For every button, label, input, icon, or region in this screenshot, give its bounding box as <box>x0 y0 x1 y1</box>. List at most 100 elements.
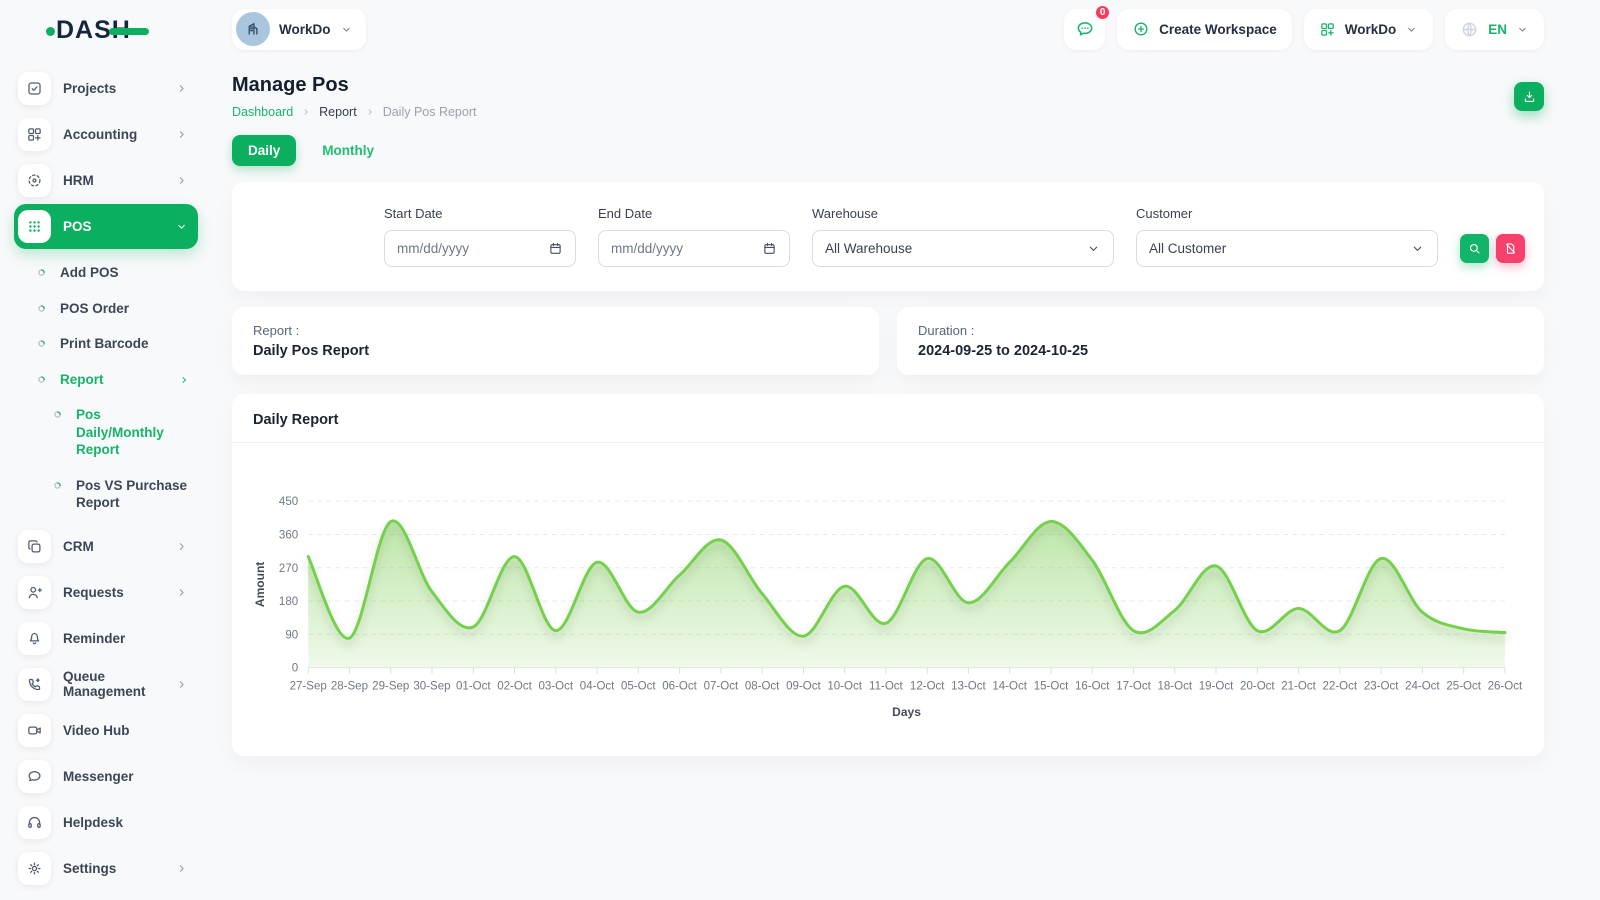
warehouse-select[interactable]: All Warehouse <box>812 230 1114 267</box>
breadcrumb-dashboard[interactable]: Dashboard <box>232 105 294 119</box>
chevron-down-icon <box>1410 241 1425 256</box>
workspace-name: WorkDo <box>279 21 331 37</box>
sidebar-item-print-barcode[interactable]: Print Barcode <box>14 326 198 362</box>
sidebar-item-label: Accounting <box>63 127 138 142</box>
svg-text:Amount: Amount <box>253 562 267 607</box>
sidebar-item-label: Add POS <box>60 265 119 280</box>
svg-text:08-Oct: 08-Oct <box>745 681 780 693</box>
breadcrumb-current: Daily Pos Report <box>382 105 477 119</box>
report-tabs: Daily Monthly <box>232 135 1544 166</box>
filter-buttons <box>1460 234 1525 263</box>
globe-icon <box>1460 20 1479 39</box>
svg-text:20-Oct: 20-Oct <box>1240 681 1275 693</box>
language-dropdown[interactable]: EN <box>1445 8 1544 50</box>
svg-text:14-Oct: 14-Oct <box>992 681 1027 693</box>
svg-text:450: 450 <box>279 496 298 508</box>
chevron-right-icon <box>301 107 311 117</box>
create-workspace-button[interactable]: Create Workspace <box>1117 8 1292 50</box>
bullet-icon <box>36 338 47 349</box>
sidebar-item-label: Projects <box>63 81 117 96</box>
chevron-down-icon <box>1405 23 1418 36</box>
svg-text:01-Oct: 01-Oct <box>456 681 491 693</box>
sidebar-item-pos-daily-monthly-report[interactable]: Pos Daily/Monthly Report <box>14 397 198 468</box>
svg-text:90: 90 <box>285 629 298 641</box>
svg-text:06-Oct: 06-Oct <box>662 681 697 693</box>
reset-button[interactable] <box>1496 234 1525 263</box>
chevron-right-icon <box>175 586 188 599</box>
main-content: WorkDo 0 Create Workspace WorkDo EN <box>208 0 1600 900</box>
sidebar-item-settings[interactable]: Settings <box>14 846 198 891</box>
sidebar-item-reminder[interactable]: Reminder <box>14 616 198 661</box>
file-slash-icon <box>1503 241 1518 256</box>
messages-button[interactable]: 0 <box>1064 3 1112 50</box>
sidebar-item-pos[interactable]: POS <box>14 204 198 249</box>
sidebar-item-messenger[interactable]: Messenger <box>14 754 198 799</box>
sidebar-item-requests[interactable]: Requests <box>14 570 198 615</box>
svg-text:270: 270 <box>279 563 298 575</box>
summary-cards: Report : Daily Pos Report Duration : 202… <box>232 307 1544 375</box>
sidebar-item-video-hub[interactable]: Video Hub <box>14 708 198 753</box>
svg-text:03-Oct: 03-Oct <box>538 681 573 693</box>
warehouse-value: All Warehouse <box>825 241 913 256</box>
chevron-right-icon <box>175 82 188 95</box>
calendar-icon <box>548 241 563 256</box>
sidebar-submenu: Add POS POS Order Print Barcode Report Pos D… <box>14 250 198 524</box>
tab-daily[interactable]: Daily <box>232 135 297 166</box>
messages-badge: 0 <box>1094 3 1112 21</box>
sidebar-item-report[interactable]: Report <box>14 362 198 398</box>
sidebar-item-label: CRM <box>63 538 94 554</box>
end-date-input[interactable]: mm/dd/yyyy <box>598 230 790 267</box>
target-icon <box>18 164 51 197</box>
dash-logo[interactable]: DASH <box>12 0 208 60</box>
sidebar-item-helpdesk[interactable]: Helpdesk <box>14 800 198 845</box>
sidebar-item-label: Pos Daily/Monthly Report <box>76 407 164 458</box>
warehouse-field: Warehouse All Warehouse <box>812 206 1114 267</box>
duration-card: Duration : 2024-09-25 to 2024-10-25 <box>897 307 1544 375</box>
start-date-input[interactable]: mm/dd/yyyy <box>384 230 576 267</box>
svg-text:29-Sep: 29-Sep <box>372 681 409 693</box>
grid-plus-icon <box>1319 21 1336 38</box>
sidebar-item-queue-management[interactable]: Queue Management <box>14 662 198 707</box>
dots-grid-icon <box>18 210 51 243</box>
end-date-field: End Date mm/dd/yyyy <box>598 206 790 267</box>
duration-value: 2024-09-25 to 2024-10-25 <box>918 343 1089 359</box>
sidebar-item-label: POS Order <box>60 300 130 316</box>
sidebar-item-pos-vs-purchase-report[interactable]: Pos VS Purchase Report <box>14 468 198 521</box>
sidebar-item-crm[interactable]: CRM <box>14 524 198 569</box>
download-button[interactable] <box>1514 82 1544 111</box>
sidebar-item-projects[interactable]: Projects <box>14 66 198 111</box>
svg-text:16-Oct: 16-Oct <box>1075 681 1110 693</box>
svg-text:18-Oct: 18-Oct <box>1158 681 1193 693</box>
svg-text:27-Sep: 27-Sep <box>290 681 327 693</box>
bullet-icon <box>52 480 63 491</box>
sidebar-item-label: Report <box>60 371 104 387</box>
sidebar-item-hrm[interactable]: HRM <box>14 158 198 203</box>
svg-text:12-Oct: 12-Oct <box>910 681 945 693</box>
copy-icon <box>18 529 51 563</box>
grid-plus-icon <box>18 118 51 151</box>
breadcrumb-report[interactable]: Report <box>319 105 357 119</box>
chevron-right-icon <box>175 678 188 691</box>
sidebar-item-pos-order[interactable]: POS Order <box>14 291 198 327</box>
topbar-actions: 0 Create Workspace WorkDo EN <box>1064 3 1544 50</box>
start-date-placeholder: mm/dd/yyyy <box>397 241 470 256</box>
search-button[interactable] <box>1460 234 1489 263</box>
chart-body: 0 90 180 270 360 450 27-Sep 28-Sep 29-Sep 30-Sep 0… <box>232 443 1544 756</box>
sidebar-item-add-pos[interactable]: Add POS <box>14 255 198 291</box>
customer-select[interactable]: All Customer <box>1136 230 1438 267</box>
end-date-label: End Date <box>598 206 653 221</box>
report-card: Report : Daily Pos Report <box>232 307 879 375</box>
report-value: Daily Pos Report <box>253 343 370 359</box>
chevron-right-icon <box>365 107 375 117</box>
sidebar-item-accounting[interactable]: Accounting <box>14 112 198 157</box>
start-date-field: Start Date mm/dd/yyyy <box>384 206 576 267</box>
language-label: EN <box>1488 21 1507 37</box>
sidebar-item-label: Print Barcode <box>60 336 149 352</box>
workspace-selector[interactable]: WorkDo <box>232 8 366 50</box>
tab-monthly[interactable]: Monthly <box>306 135 390 166</box>
svg-text:21-Oct: 21-Oct <box>1281 681 1316 693</box>
account-dropdown[interactable]: WorkDo <box>1303 8 1434 50</box>
account-name: WorkDo <box>1344 21 1397 37</box>
svg-text:Days: Days <box>892 705 921 719</box>
sidebar-item-label: Video Hub <box>63 722 130 738</box>
